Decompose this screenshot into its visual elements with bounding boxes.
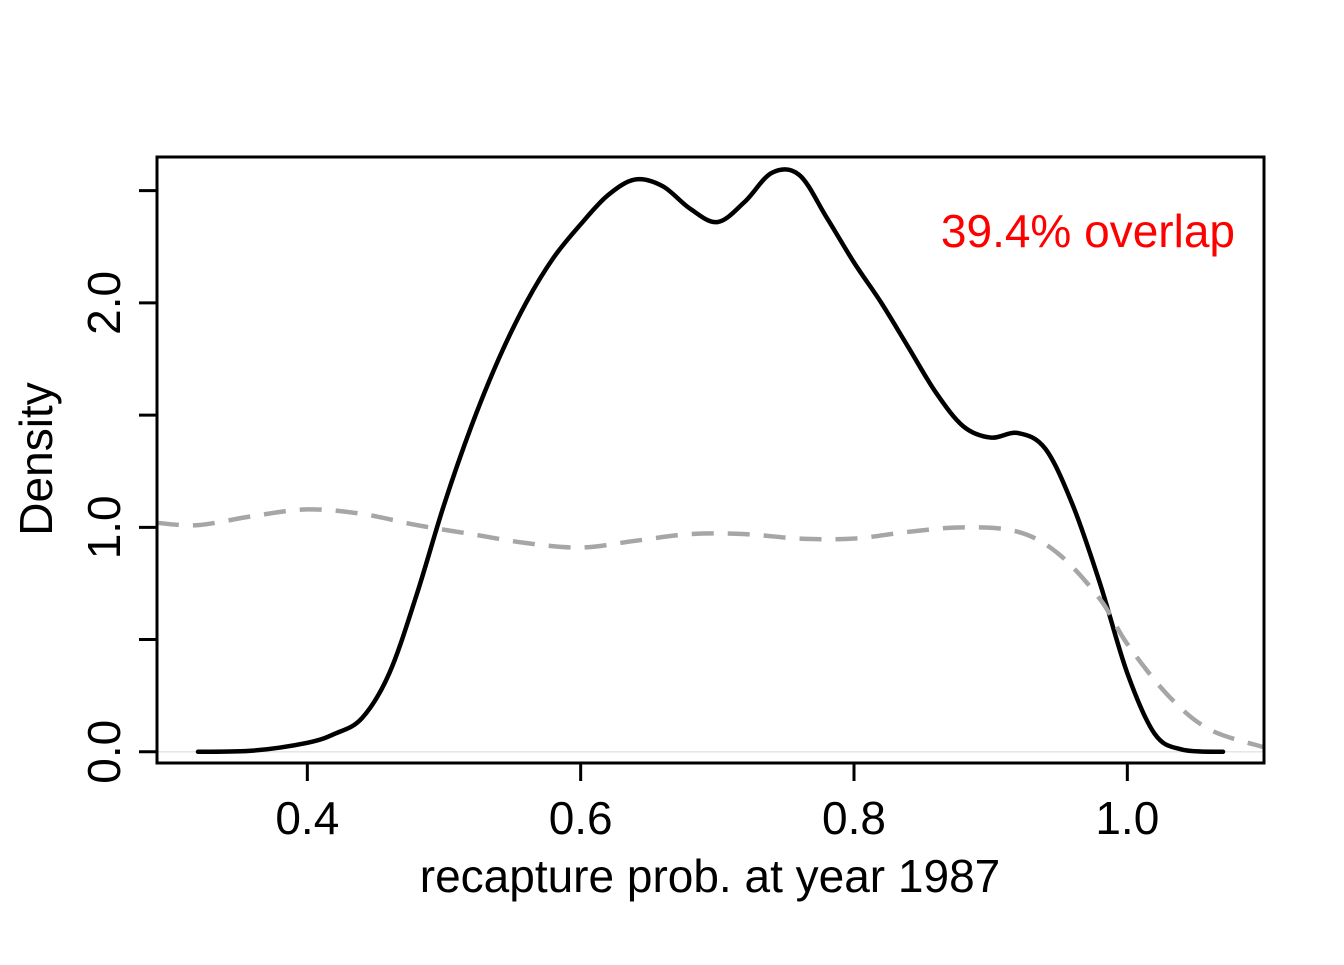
x-tick-label: 0.6 (549, 792, 613, 844)
plot-frame (155, 155, 1266, 765)
x-tick-label: 0.4 (275, 792, 339, 844)
y-tick-label: 1.0 (78, 495, 130, 559)
overlap-annotation: 39.4% overlap (941, 205, 1235, 257)
x-tick-label: 0.8 (822, 792, 886, 844)
x-axis: 0.4 0.6 0.8 1.0 (275, 763, 1159, 844)
x-tick-label: 1.0 (1095, 792, 1159, 844)
series-group (157, 167, 1264, 755)
y-tick-label: 0.0 (78, 720, 130, 784)
y-axis: 0.0 1.0 2.0 (78, 189, 157, 784)
y-tick-label: 2.0 (78, 271, 130, 335)
y-axis-label: Density (10, 382, 62, 535)
x-axis-label: recapture prob. at year 1987 (420, 850, 1000, 902)
series-line-solid (195, 167, 1226, 755)
series-line-dashed (157, 507, 1264, 750)
